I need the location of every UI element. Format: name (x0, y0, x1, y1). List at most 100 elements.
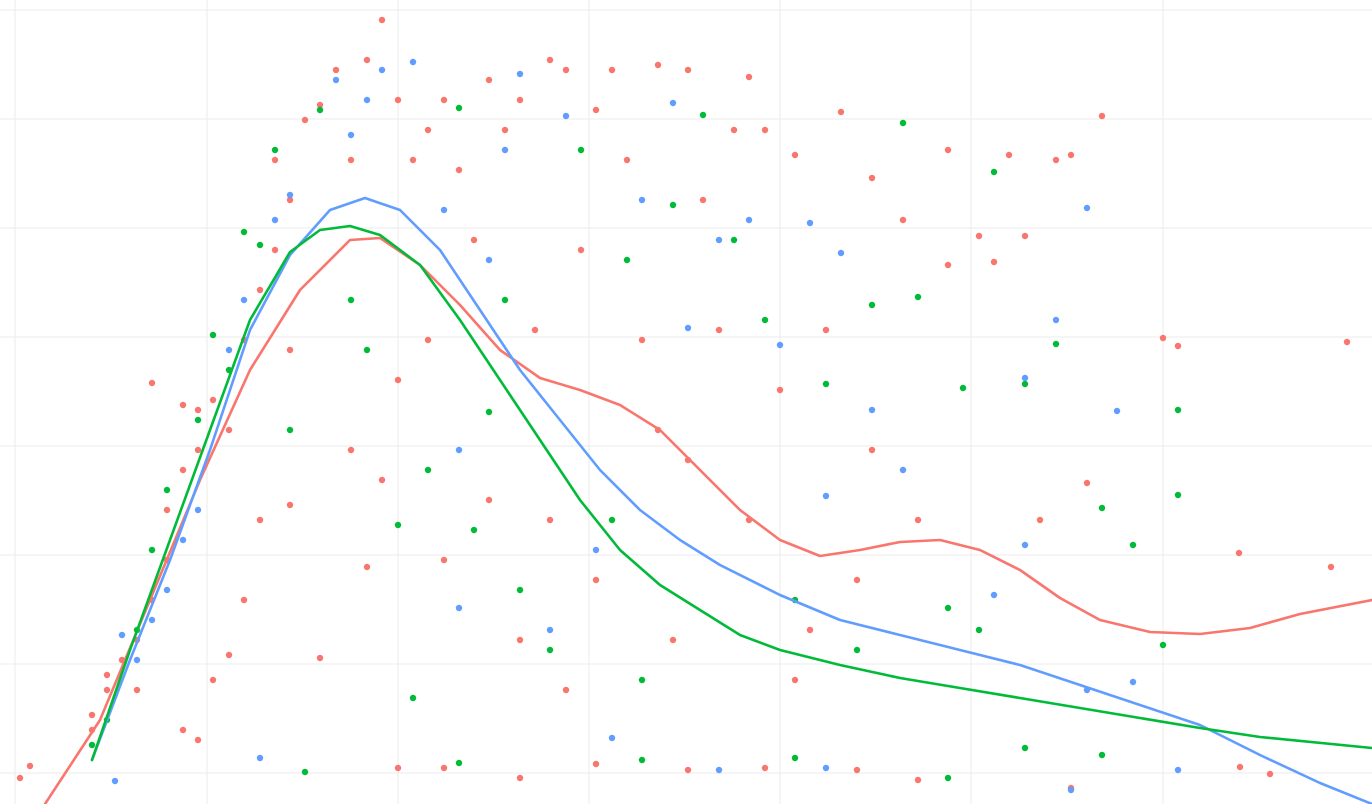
scatter-point (1021, 380, 1029, 388)
scatter-point (455, 166, 463, 174)
scatter-point (256, 516, 264, 524)
scatter-point (455, 604, 463, 612)
scatter-point (899, 466, 907, 474)
scatter-point (470, 236, 478, 244)
scatter-point (111, 777, 119, 785)
scatter-point (1083, 204, 1091, 212)
scatter-point (914, 516, 922, 524)
scatter-point (745, 216, 753, 224)
scatter-point (822, 380, 830, 388)
scatter-point (531, 326, 539, 334)
scatter-point (501, 126, 509, 134)
scatter-point (638, 676, 646, 684)
scatter-point (133, 656, 141, 664)
scatter-point (1067, 151, 1075, 159)
scatter-point (791, 676, 799, 684)
scatter-point (1021, 541, 1029, 549)
scatter-point (699, 111, 707, 119)
scatter-point (761, 764, 769, 772)
scatter-point (837, 249, 845, 257)
scatter-point (316, 654, 324, 662)
scatter-point (271, 146, 279, 154)
scatter-point (271, 156, 279, 164)
scatter-point (837, 108, 845, 116)
scatter-point (194, 506, 202, 514)
scatter-point (776, 341, 784, 349)
scatter-point (990, 258, 998, 266)
scatter-point (179, 536, 187, 544)
scatter-point (1021, 374, 1029, 382)
scatter-point (424, 336, 432, 344)
scatter-point (133, 686, 141, 694)
scatter-point (975, 232, 983, 240)
scatter-point (240, 228, 248, 236)
scatter-point (1021, 232, 1029, 240)
scatter-point (424, 466, 432, 474)
scatter-point (455, 446, 463, 454)
scatter-point (409, 694, 417, 702)
scatter-point (1083, 479, 1091, 487)
scatter-point (1129, 678, 1137, 686)
scatter-point (730, 236, 738, 244)
scatter-point (745, 73, 753, 81)
smooth-line (43, 236, 1372, 804)
scatter-point (516, 636, 524, 644)
scatter-point (286, 501, 294, 509)
scatter-point (194, 416, 202, 424)
scatter-point (654, 61, 662, 69)
scatter-point (103, 686, 111, 694)
scatter-point (485, 256, 493, 264)
scatter-point (669, 99, 677, 107)
scatter-point (730, 126, 738, 134)
scatter-point (1129, 541, 1137, 549)
scatter-point (899, 119, 907, 127)
scatter-point (592, 546, 600, 554)
scatter-point (194, 736, 202, 744)
scatter-point (209, 396, 217, 404)
scatter-point (332, 76, 340, 84)
scatter-point (990, 591, 998, 599)
scatter-point (546, 516, 554, 524)
scatter-point (761, 126, 769, 134)
scatter-point (516, 70, 524, 78)
scatter-point (424, 126, 432, 134)
scatter-point (16, 774, 24, 782)
scatter-point (409, 156, 417, 164)
scatter-point (761, 316, 769, 324)
scatter-point (577, 146, 585, 154)
scatter-point (179, 466, 187, 474)
scatter-point (944, 604, 952, 612)
scatter-point (776, 386, 784, 394)
scatter-point (209, 676, 217, 684)
scatter-point (286, 196, 294, 204)
scatter-point (592, 106, 600, 114)
points-layer (16, 16, 1351, 794)
scatter-point (240, 596, 248, 604)
scatter-point (394, 521, 402, 529)
scatter-point (1159, 641, 1167, 649)
scatter-point (378, 16, 386, 24)
scatter-point (868, 301, 876, 309)
scatter-point (914, 776, 922, 784)
scatter-point (546, 646, 554, 654)
scatter-point (470, 526, 478, 534)
scatter-point (485, 408, 493, 416)
scatter-point (899, 216, 907, 224)
scatter-point (332, 66, 340, 74)
scatter-point (316, 101, 324, 109)
scatter-point (163, 506, 171, 514)
smooth-line (90, 224, 1372, 762)
scatter-point (853, 766, 861, 774)
scatter-point (225, 426, 233, 434)
scatter-point (699, 196, 707, 204)
scatter-point (271, 246, 279, 254)
scatter-point (684, 66, 692, 74)
scatter-point (516, 586, 524, 594)
scatter-point (822, 326, 830, 334)
scatter-point (562, 686, 570, 694)
scatter-point (378, 66, 386, 74)
scatter-point (88, 741, 96, 749)
scatter-point (163, 486, 171, 494)
